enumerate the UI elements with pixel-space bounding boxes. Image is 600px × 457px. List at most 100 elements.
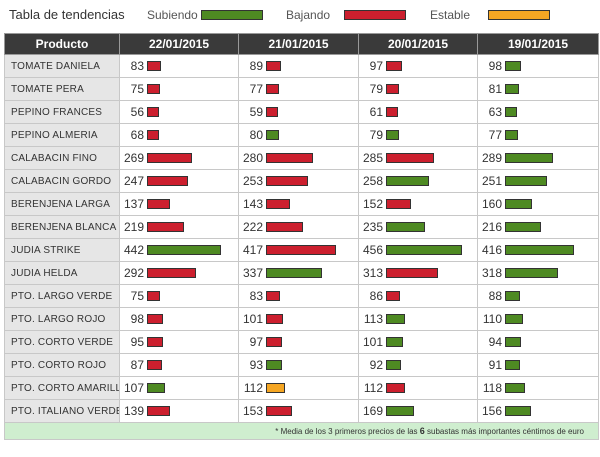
price-value: 110	[482, 312, 502, 326]
trend-bar-up	[505, 245, 574, 255]
trend-bar-up	[505, 61, 521, 71]
price-value: 63	[488, 105, 502, 119]
footer-note: * Media de los 3 primeros precios de las…	[4, 422, 599, 440]
table-row: BERENJENA BLANCA 219 222 235 216	[4, 215, 599, 239]
table-row: TOMATE DANIELA 83 89 97 98	[4, 54, 599, 78]
product-name: BERENJENA BLANCA	[4, 215, 120, 239]
price-value: 222	[242, 220, 263, 234]
price-value: 258	[362, 174, 383, 188]
trend-bar-down	[266, 222, 303, 232]
trend-bar-up	[505, 383, 525, 393]
footer-post: subastas más importantes céntimos de eur…	[427, 427, 584, 436]
trend-bar-down	[266, 84, 279, 94]
price-value: 280	[242, 151, 263, 165]
trend-bar-down	[386, 107, 398, 117]
legend-stable-swatch	[488, 10, 550, 20]
price-cell: 280	[238, 146, 359, 170]
table-row: PEPINO ALMERIA 68 80 79 77	[4, 123, 599, 147]
legend-up-swatch	[201, 10, 263, 20]
price-cell: 101	[238, 307, 359, 331]
trend-bar-up	[505, 199, 532, 209]
price-value: 101	[362, 335, 383, 349]
price-cell: 118	[477, 376, 599, 400]
footer-pre: * Media de los 3 primeros precios de las	[275, 427, 418, 436]
price-value: 289	[481, 151, 502, 165]
product-name: PTO. CORTO ROJO	[4, 353, 120, 377]
price-value: 235	[362, 220, 383, 234]
price-cell: 110	[477, 307, 599, 331]
legend-down-label: Bajando	[286, 8, 331, 22]
trend-bar-down	[266, 153, 313, 163]
trend-bar-down	[386, 383, 405, 393]
trend-bar-down	[386, 153, 434, 163]
price-cell: 112	[238, 376, 359, 400]
price-cell: 101	[358, 330, 478, 354]
price-value: 77	[488, 128, 502, 142]
price-value: 169	[362, 404, 383, 418]
trend-bar-up	[505, 360, 520, 370]
price-value: 93	[249, 358, 263, 372]
price-cell: 95	[119, 330, 239, 354]
price-cell: 79	[358, 77, 478, 101]
price-cell: 98	[477, 54, 599, 78]
header-date-4: 19/01/2015	[477, 33, 599, 55]
legend-up-label: Subiendo	[147, 8, 198, 22]
price-cell: 139	[119, 399, 239, 423]
price-value: 81	[488, 82, 502, 96]
trend-bar-down	[266, 107, 278, 117]
price-cell: 222	[238, 215, 359, 239]
price-cell: 289	[477, 146, 599, 170]
product-name: PTO. ITALIANO VERDE	[4, 399, 120, 423]
price-cell: 81	[477, 77, 599, 101]
price-cell: 219	[119, 215, 239, 239]
trend-bar-up	[505, 107, 517, 117]
trend-bar-up	[505, 406, 531, 416]
price-cell: 77	[477, 123, 599, 147]
price-value: 216	[481, 220, 502, 234]
price-value: 80	[249, 128, 263, 142]
price-cell: 87	[119, 353, 239, 377]
price-cell: 91	[477, 353, 599, 377]
trend-bar-up	[386, 130, 399, 140]
trend-bar-down	[147, 199, 170, 209]
legend-bar: Tabla de tendencias Subiendo Bajando Est…	[0, 0, 600, 32]
price-value: 83	[130, 59, 144, 73]
trend-bar-down	[266, 245, 336, 255]
price-cell: 86	[358, 284, 478, 308]
price-value: 107	[123, 381, 144, 395]
price-value: 337	[242, 266, 263, 280]
price-value: 247	[123, 174, 144, 188]
price-cell: 59	[238, 100, 359, 124]
product-name: PTO. LARGO ROJO	[4, 307, 120, 331]
trend-bar-up	[505, 153, 553, 163]
trend-bar-down	[386, 291, 400, 301]
price-value: 416	[481, 243, 502, 257]
price-cell: 442	[119, 238, 239, 262]
price-value: 113	[363, 312, 383, 326]
price-value: 61	[369, 105, 383, 119]
price-cell: 83	[238, 284, 359, 308]
price-value: 139	[123, 404, 144, 418]
price-value: 97	[249, 335, 263, 349]
price-cell: 285	[358, 146, 478, 170]
table-row: JUDIA HELDA 292 337 313 318	[4, 261, 599, 285]
price-value: 160	[481, 197, 502, 211]
price-value: 89	[249, 59, 263, 73]
price-value: 92	[369, 358, 383, 372]
price-cell: 98	[119, 307, 239, 331]
price-value: 318	[481, 266, 502, 280]
price-cell: 292	[119, 261, 239, 285]
product-name: PTO. CORTO AMARILLO	[4, 376, 120, 400]
price-value: 87	[130, 358, 144, 372]
table-row: PTO. CORTO AMARILLO 107 112 112 118	[4, 376, 599, 400]
price-value: 98	[130, 312, 144, 326]
price-cell: 107	[119, 376, 239, 400]
price-value: 79	[369, 128, 383, 142]
price-cell: 83	[119, 54, 239, 78]
trend-bar-down	[147, 130, 159, 140]
price-cell: 113	[358, 307, 478, 331]
product-name: BERENJENA LARGA	[4, 192, 120, 216]
trend-bar-down	[147, 314, 163, 324]
price-value: 442	[123, 243, 144, 257]
price-value: 456	[362, 243, 383, 257]
